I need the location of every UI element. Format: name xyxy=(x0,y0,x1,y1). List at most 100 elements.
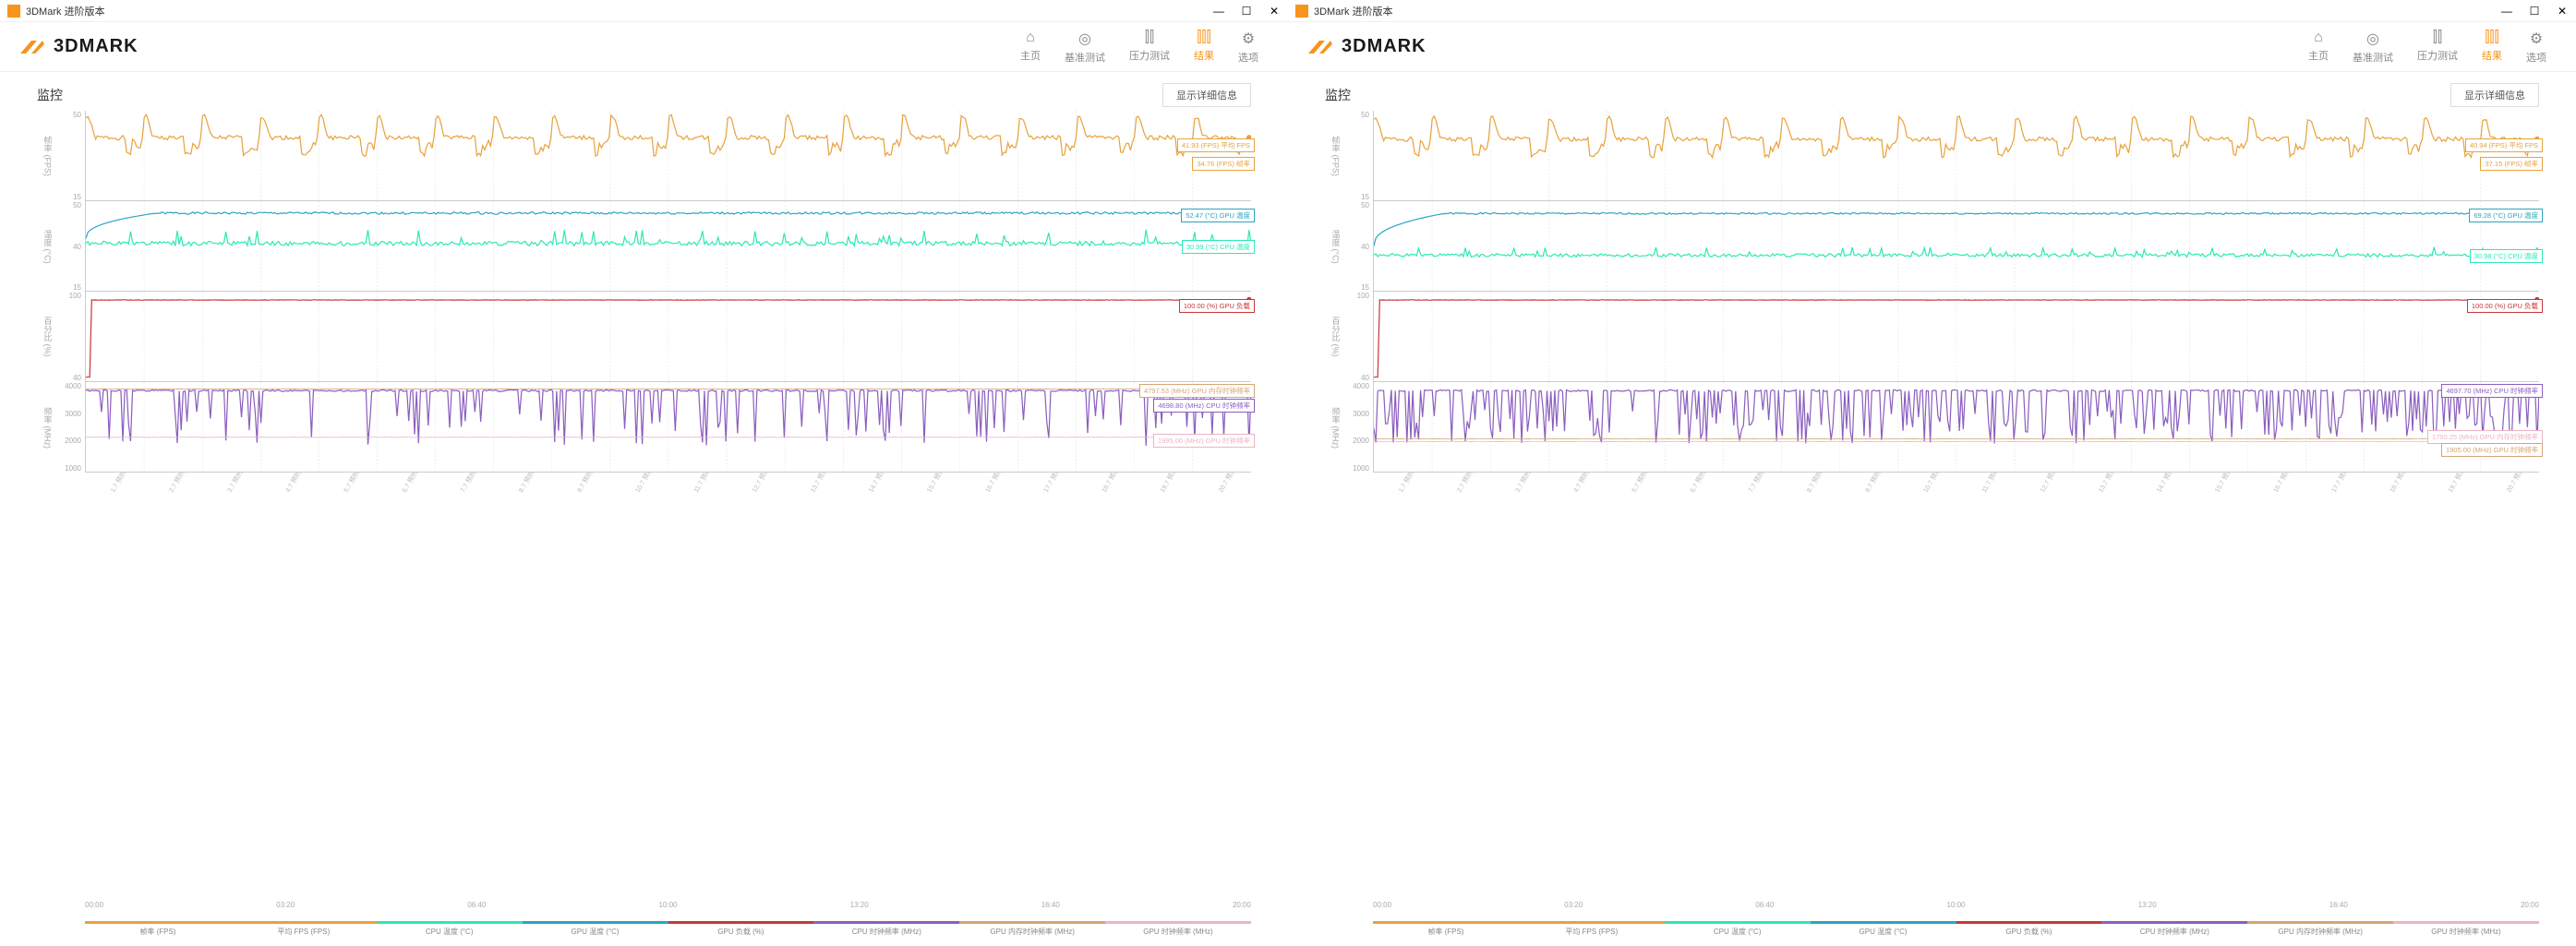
svg-text:14.7 预热 0:3: 14.7 预热 0:3 xyxy=(866,473,893,494)
nav-tab-0[interactable]: ⌂ 主页 xyxy=(1009,26,1052,68)
nav-tab-1[interactable]: ◎ 基准测试 xyxy=(2341,26,2404,68)
nav-label: 压力测试 xyxy=(1129,48,1170,63)
minimize-button[interactable]: — xyxy=(2500,5,2513,18)
series-label-cpu-clock: 4698.80 (MHz) CPU 时钟频率 xyxy=(1153,399,1255,413)
series-label-gpu-load: 100.00 (%) GPU 负载 xyxy=(1179,299,1255,313)
chart-area[interactable]: 69.28 (°C) GPU 温度30.98 (°C) CPU 温度 xyxy=(1373,201,2539,292)
chart-area[interactable]: 100.00 (%) GPU 负载 xyxy=(1373,292,2539,382)
svg-text:18.7 预热 0:3: 18.7 预热 0:3 xyxy=(1100,473,1126,494)
svg-text:17.7 预热 0:3: 17.7 预热 0:3 xyxy=(2329,473,2356,494)
nav-tab-1[interactable]: ◎ 基准测试 xyxy=(1053,26,1116,68)
show-details-button[interactable]: 显示详细信息 xyxy=(1162,83,1251,107)
logo-text: 3DMARK xyxy=(1342,36,1426,57)
show-details-button[interactable]: 显示详细信息 xyxy=(2450,83,2539,107)
series-label-cpu-clock: 4697.70 (MHz) CPU 时钟频率 xyxy=(2441,384,2543,398)
legend-item-3[interactable]: GPU 温度 (°C) xyxy=(1811,921,1956,937)
chart-area[interactable]: 100.00 (%) GPU 负载 xyxy=(85,292,1251,382)
svg-text:8.7 预热 0:3: 8.7 预热 0:3 xyxy=(517,473,542,494)
chart-yticks: 4000300020001000 xyxy=(1347,382,1373,473)
svg-text:2.7 预热 0:3: 2.7 预热 0:3 xyxy=(1455,473,1480,494)
svg-text:20.7 预热 0:3: 20.7 预热 0:3 xyxy=(2504,473,2531,494)
chart-area[interactable]: 40.94 (FPS) 平均 FPS37.15 (FPS) 帧率 xyxy=(1373,111,2539,201)
chart-area[interactable]: 4697.70 (MHz) CPU 时钟频率1750.25 (MHz) GPU … xyxy=(1373,382,2539,473)
svg-text:16.7 预热 0:3: 16.7 预热 0:3 xyxy=(2271,473,2298,494)
svg-text:12.7 预热 0:3: 12.7 预热 0:3 xyxy=(750,473,776,494)
svg-text:13.7 预热 0:3: 13.7 预热 0:3 xyxy=(808,473,835,494)
legend-item-0[interactable]: 帧率 (FPS) xyxy=(85,921,231,937)
svg-text:1.7 预热 0:3: 1.7 预热 0:3 xyxy=(108,473,133,494)
legend-item-7[interactable]: GPU 时钟频率 (MHz) xyxy=(1105,921,1251,937)
nav-tabs: ⌂ 主页 ◎ 基准测试 ⫿⫿ 压力测试 ⫿⫿⫿ 结果 ⚙ 选项 xyxy=(2297,26,2558,68)
svg-text:9.7 预热 0:3: 9.7 预热 0:3 xyxy=(1863,473,1888,494)
nav-tab-3[interactable]: ⫿⫿⫿ 结果 xyxy=(1183,26,1225,68)
chart-yticks: 5015 xyxy=(59,111,85,201)
legend-item-4[interactable]: GPU 负载 (%) xyxy=(1956,921,2102,937)
chart-area[interactable]: 52.47 (°C) GPU 温度30.99 (°C) CPU 温度 xyxy=(85,201,1251,292)
series-fps-avg xyxy=(86,114,1251,156)
series-label-gpu-load: 100.00 (%) GPU 负载 xyxy=(2467,299,2543,313)
legend-item-1[interactable]: 平均 FPS (FPS) xyxy=(1519,921,1665,937)
maximize-button[interactable]: ☐ xyxy=(2528,5,2541,18)
nav-tab-2[interactable]: ⫿⫿ 压力测试 xyxy=(1118,26,1181,68)
series-label-gpu-clock: 1905.00 (MHz) GPU 时钟频率 xyxy=(2441,443,2543,457)
window-title: 3DMark 进阶版本 xyxy=(1314,4,2500,18)
svg-text:5.7 预热 0:3: 5.7 预热 0:3 xyxy=(1630,473,1655,494)
logo[interactable]: 3DMARK xyxy=(18,36,138,57)
chart-ylabel: 帧率 (FPS) xyxy=(1325,111,1347,201)
legend-item-5[interactable]: CPU 时钟频率 (MHz) xyxy=(813,921,959,937)
nav-icon: ⚙ xyxy=(1242,30,1255,48)
nav-icon: ⫿⫿⫿ xyxy=(1197,30,1210,46)
svg-text:18.7 预热 0:3: 18.7 预热 0:3 xyxy=(2388,473,2414,494)
chart-yticks: 10040 xyxy=(59,292,85,382)
nav-icon: ⌂ xyxy=(1026,30,1035,46)
legend-item-3[interactable]: GPU 温度 (°C) xyxy=(523,921,668,937)
legend-item-6[interactable]: GPU 内存时钟频率 (MHz) xyxy=(2247,921,2393,937)
chart-yticks: 5015 xyxy=(1347,111,1373,201)
chart-yticks: 4000300020001000 xyxy=(59,382,85,473)
chart-area[interactable]: 41.93 (FPS) 平均 FPS34.76 (FPS) 帧率 xyxy=(85,111,1251,201)
legend-item-6[interactable]: GPU 内存时钟频率 (MHz) xyxy=(959,921,1105,937)
nav-tabs: ⌂ 主页 ◎ 基准测试 ⫿⫿ 压力测试 ⫿⫿⫿ 结果 ⚙ 选项 xyxy=(1009,26,1270,68)
minimize-button[interactable]: — xyxy=(1212,5,1225,18)
app-header: 3DMARK ⌂ 主页 ◎ 基准测试 ⫿⫿ 压力测试 ⫿⫿⫿ 结果 ⚙ 选项 xyxy=(0,22,1288,72)
nav-tab-3[interactable]: ⫿⫿⫿ 结果 xyxy=(2471,26,2513,68)
app-icon xyxy=(1295,5,1308,18)
app-icon xyxy=(7,5,20,18)
series-label-gpu-clock: 1995.00 (MHz) GPU 时钟频率 xyxy=(1153,434,1255,448)
legend-item-5[interactable]: CPU 时钟频率 (MHz) xyxy=(2101,921,2247,937)
xaxis-loop-labels: 1.7 预热 0:32.7 预热 0:33.7 预热 0:34.7 预热 0:3… xyxy=(85,473,1251,498)
legend: 帧率 (FPS) 平均 FPS (FPS) CPU 温度 (°C) GPU 温度… xyxy=(1373,921,2539,937)
svg-text:15.7 预热 0:3: 15.7 预热 0:3 xyxy=(925,473,952,494)
nav-icon: ⫿⫿ xyxy=(2433,30,2442,46)
nav-tab-2[interactable]: ⫿⫿ 压力测试 xyxy=(2406,26,2469,68)
chart-ylabel: 温度 (°C) xyxy=(37,201,59,292)
svg-text:7.7 预热 0:3: 7.7 预热 0:3 xyxy=(458,473,483,494)
svg-text:15.7 预热 0:3: 15.7 预热 0:3 xyxy=(2213,473,2240,494)
close-button[interactable]: ✕ xyxy=(2556,5,2569,18)
titlebar: 3DMark 进阶版本 — ☐ ✕ xyxy=(1288,0,2576,22)
svg-text:5.7 预热 0:3: 5.7 预热 0:3 xyxy=(342,473,367,494)
logo-icon xyxy=(18,37,46,57)
svg-text:3.7 预热 0:3: 3.7 预热 0:3 xyxy=(225,473,250,494)
nav-tab-0[interactable]: ⌂ 主页 xyxy=(2297,26,2340,68)
maximize-button[interactable]: ☐ xyxy=(1240,5,1253,18)
legend-item-1[interactable]: 平均 FPS (FPS) xyxy=(231,921,377,937)
chart-area[interactable]: 4698.80 (MHz) CPU 时钟频率4797.53 (MHz) GPU … xyxy=(85,382,1251,473)
nav-icon: ⌂ xyxy=(2314,30,2323,46)
svg-text:8.7 预热 0:3: 8.7 预热 0:3 xyxy=(1805,473,1830,494)
nav-tab-4[interactable]: ⚙ 选项 xyxy=(2515,26,2558,68)
charts-container: 帧率 (FPS) 5015 40.94 (FPS) 平均 FPS37.15 (F… xyxy=(1325,111,2539,880)
logo[interactable]: 3DMARK xyxy=(1306,36,1426,57)
xaxis-loop-labels: 1.7 预热 0:32.7 预热 0:33.7 预热 0:34.7 预热 0:3… xyxy=(1373,473,2539,498)
series-gpu-temp xyxy=(1374,212,2539,245)
close-button[interactable]: ✕ xyxy=(1268,5,1281,18)
legend-item-0[interactable]: 帧率 (FPS) xyxy=(1373,921,1519,937)
legend-item-4[interactable]: GPU 负载 (%) xyxy=(668,921,814,937)
nav-label: 主页 xyxy=(2308,48,2329,63)
svg-text:11.7 预热 0:3: 11.7 预热 0:3 xyxy=(1980,473,2006,494)
legend-item-2[interactable]: CPU 温度 (°C) xyxy=(377,921,523,937)
legend-item-7[interactable]: GPU 时钟频率 (MHz) xyxy=(2393,921,2539,937)
legend-item-2[interactable]: CPU 温度 (°C) xyxy=(1665,921,1811,937)
nav-tab-4[interactable]: ⚙ 选项 xyxy=(1227,26,1270,68)
svg-text:6.7 预热 0:3: 6.7 预热 0:3 xyxy=(400,473,425,494)
